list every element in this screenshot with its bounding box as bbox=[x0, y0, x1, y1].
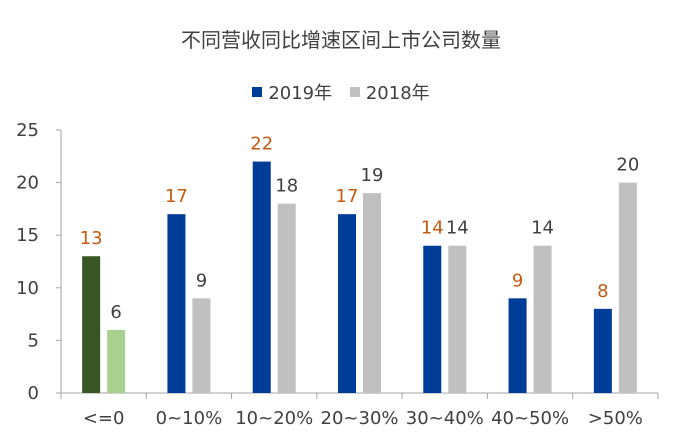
legend: 2019年 2018年 bbox=[0, 79, 682, 105]
bar-2019 bbox=[338, 214, 356, 393]
x-tick-label: 10~20% bbox=[235, 408, 313, 429]
data-label-2018: 19 bbox=[361, 165, 384, 186]
legend-swatch-2018 bbox=[349, 87, 360, 97]
bar-2019 bbox=[252, 161, 271, 393]
x-tick-label: 0~10% bbox=[156, 408, 223, 429]
bar-2018 bbox=[618, 182, 637, 393]
bar-2019 bbox=[423, 245, 442, 393]
y-tick-label: 25 bbox=[16, 120, 39, 141]
data-label-2018: 18 bbox=[275, 176, 298, 197]
data-label-2018: 6 bbox=[110, 302, 121, 323]
y-tick-label: 20 bbox=[16, 173, 39, 194]
y-tick-label: 10 bbox=[16, 278, 39, 299]
data-label-2019: 22 bbox=[250, 134, 273, 155]
x-tick-label: 30~40% bbox=[406, 408, 484, 429]
legend-swatch-2019 bbox=[252, 87, 263, 97]
data-label-2018: 14 bbox=[531, 218, 554, 239]
data-label-2018: 9 bbox=[196, 270, 207, 291]
bar-2019 bbox=[82, 256, 101, 393]
bar-2018 bbox=[363, 193, 381, 393]
bar-2018 bbox=[192, 298, 211, 393]
y-tick-label: 15 bbox=[16, 225, 39, 246]
y-tick-label: 0 bbox=[28, 383, 39, 404]
y-tick-label: 5 bbox=[28, 330, 39, 351]
bar-2018 bbox=[448, 245, 467, 393]
legend-label-2019: 2019年 bbox=[268, 83, 333, 104]
bar-2019 bbox=[593, 308, 612, 393]
x-tick-label: <=0 bbox=[83, 408, 125, 429]
x-tick-label: 40~50% bbox=[491, 408, 569, 429]
data-label-2018: 20 bbox=[616, 155, 639, 176]
data-label-2018: 14 bbox=[446, 218, 469, 239]
bar-2019 bbox=[167, 214, 186, 393]
data-label-2019: 17 bbox=[165, 186, 188, 207]
bar-2018 bbox=[533, 245, 552, 393]
chart-title: 不同营收同比增速区间上市公司数量 bbox=[181, 28, 501, 52]
bar-2019 bbox=[508, 298, 527, 393]
bar-2018 bbox=[107, 329, 126, 393]
legend-item-2018: 2018年 bbox=[349, 79, 430, 105]
data-label-2019: 13 bbox=[80, 228, 103, 249]
data-label-2019: 8 bbox=[597, 281, 608, 302]
legend-item-2019: 2019年 bbox=[252, 79, 332, 105]
x-tick-label: 20~30% bbox=[321, 408, 399, 429]
bar-2018 bbox=[277, 203, 296, 393]
data-label-2019: 17 bbox=[336, 186, 359, 207]
x-tick-label: >50% bbox=[588, 408, 643, 429]
legend-label-2018: 2018年 bbox=[365, 83, 430, 104]
data-label-2019: 9 bbox=[512, 270, 523, 291]
data-label-2019: 14 bbox=[421, 218, 444, 239]
